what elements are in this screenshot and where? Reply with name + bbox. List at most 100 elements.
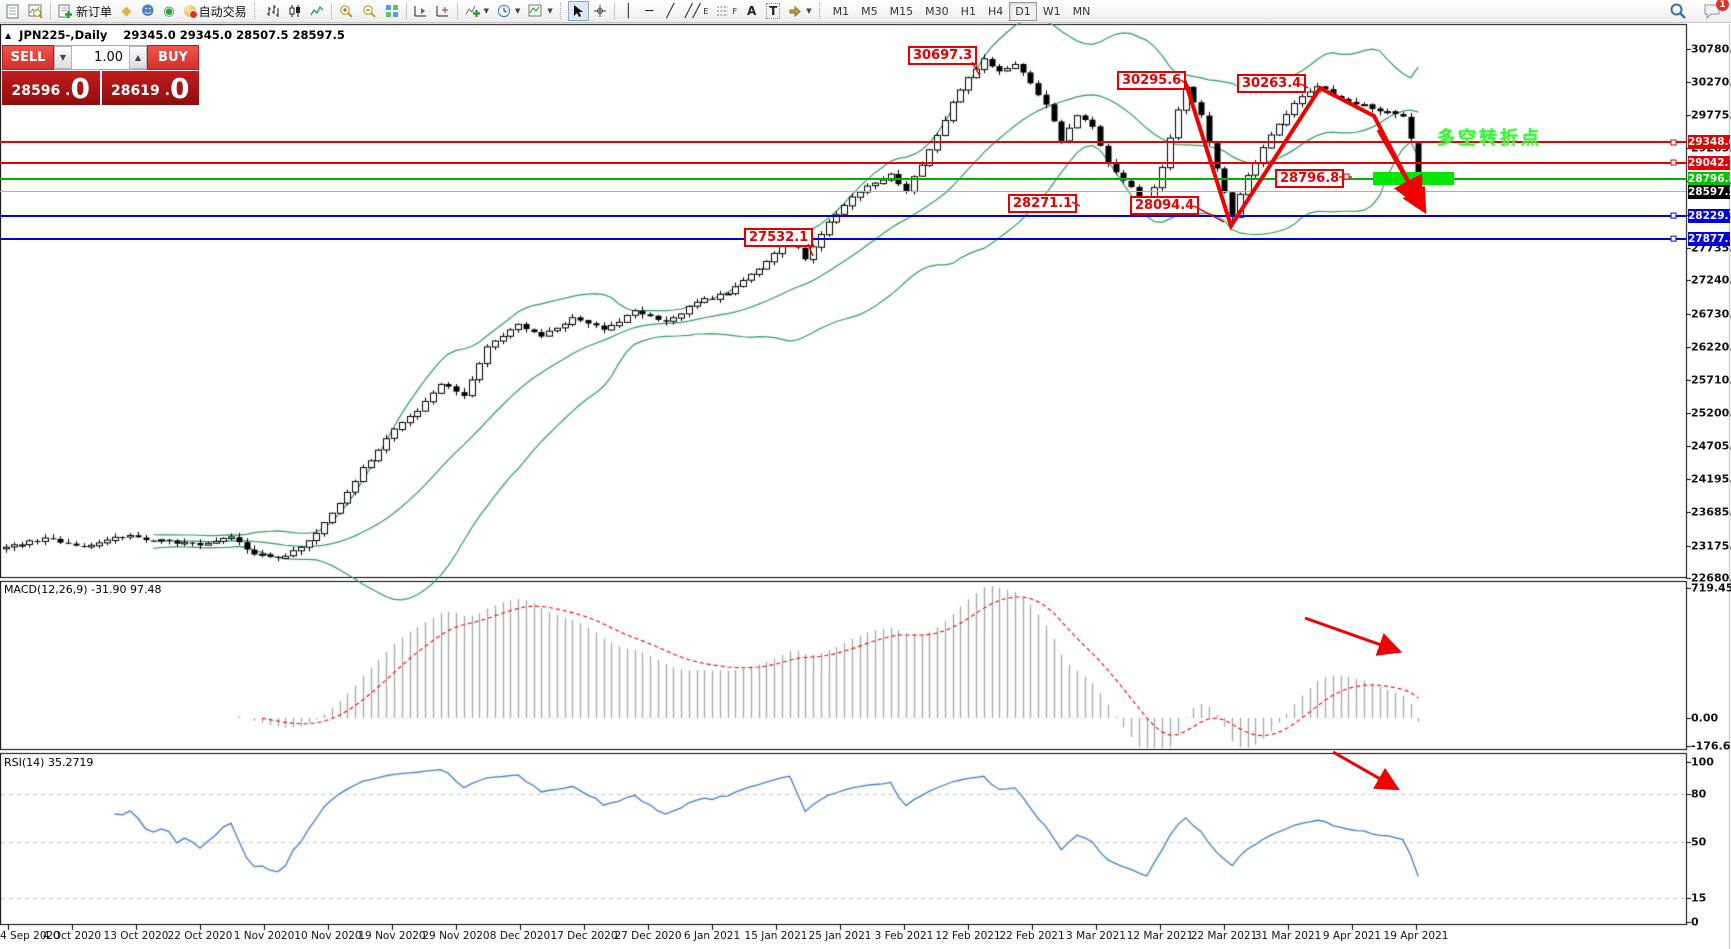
- crosshair-icon: [593, 5, 606, 17]
- toolbar-grip[interactable]: [253, 3, 259, 19]
- buy-price-display[interactable]: 28619 .0: [101, 71, 199, 105]
- document-icon: [6, 4, 19, 18]
- market-watch-button[interactable]: ◆: [116, 1, 137, 21]
- chart-preview-button[interactable]: [24, 1, 47, 21]
- new-order-label: 新订单: [76, 4, 113, 19]
- chevron-down-icon: ▼: [806, 7, 812, 15]
- chart-magnifier-icon: [28, 4, 43, 19]
- timeframe-w1-button[interactable]: W1: [1037, 2, 1067, 21]
- text-tool-letter: A: [746, 4, 757, 18]
- templates-button[interactable]: ▼: [524, 1, 556, 21]
- toolbar-grip[interactable]: [818, 3, 824, 19]
- line-chart-button[interactable]: [306, 1, 328, 21]
- chevron-down-icon: ▼: [547, 7, 553, 15]
- label-tool-button[interactable]: T: [762, 1, 784, 21]
- indicators-icon: [465, 5, 480, 17]
- person-icon: ☻: [141, 3, 155, 19]
- zoom-out-icon: [362, 4, 376, 18]
- horizontal-line-icon: ─: [645, 3, 654, 19]
- new-order-button[interactable]: 新订单: [54, 1, 116, 21]
- timeframe-m1-button[interactable]: M1: [827, 2, 856, 21]
- volume-increase-button[interactable]: ▲: [129, 46, 147, 69]
- new-order-icon: [58, 4, 72, 18]
- trendline-icon: ╱: [666, 3, 675, 19]
- channel-tool-button[interactable]: ╱╱ E: [681, 1, 713, 21]
- buy-price-big-digit: 0: [169, 72, 190, 105]
- volume-field: ▼ 1.00 ▲: [54, 45, 147, 70]
- fibonacci-icon: [717, 6, 729, 16]
- sell-price-big-digit: 0: [70, 72, 90, 105]
- notification-badge: 1: [1716, 0, 1729, 11]
- toolbar-separator: [613, 2, 615, 20]
- zoom-in-button[interactable]: [335, 1, 358, 21]
- sell-price: 28596 .: [11, 83, 71, 99]
- template-icon: [528, 4, 542, 17]
- line-chart-icon: [309, 5, 324, 16]
- text-tool-button[interactable]: A: [741, 1, 762, 21]
- channel-tool-letter: E: [703, 6, 709, 16]
- tile-windows-button[interactable]: [381, 1, 403, 21]
- auto-scroll-button[interactable]: [410, 1, 432, 21]
- collapse-triangle-icon: ▲: [5, 31, 12, 40]
- timeframe-mn-button[interactable]: MN: [1067, 2, 1097, 21]
- timeframe-group: M1 M5 M15 M30 H1 H4 D1 W1 MN: [827, 1, 1097, 21]
- toolbar-separator: [330, 2, 332, 20]
- candlestick-icon: [289, 5, 300, 17]
- label-tool-letter: T: [766, 3, 781, 19]
- arrows-icon: [789, 5, 802, 17]
- toolbar-separator: [405, 2, 407, 20]
- timeframe-m5-button[interactable]: M5: [855, 2, 884, 21]
- client-terminal-button[interactable]: ☻: [137, 1, 159, 21]
- timeframe-h4-button[interactable]: H4: [982, 2, 1009, 21]
- signal-button[interactable]: ◉: [159, 1, 180, 21]
- crosshair-tool-button[interactable]: [589, 1, 611, 21]
- toolbar-right-icons: 1: [1665, 0, 1729, 21]
- trendline-tool-button[interactable]: ╱: [660, 1, 681, 21]
- volume-input[interactable]: 1.00: [94, 50, 123, 65]
- buy-button[interactable]: BUY: [147, 45, 199, 70]
- chevron-down-icon: ▼: [483, 7, 489, 15]
- clock-icon: [497, 4, 511, 18]
- periods-button[interactable]: ▼: [493, 1, 524, 21]
- search-icon: [1670, 3, 1686, 19]
- fibo-tool-letter: F: [732, 6, 738, 16]
- signal-icon: ◉: [163, 3, 175, 19]
- auto-trading-icon: [183, 5, 198, 19]
- macd-indicator-label: MACD(12,26,9) -31.90 97.48: [4, 583, 162, 596]
- new-chart-button[interactable]: [2, 1, 24, 21]
- toolbar-grip[interactable]: [559, 3, 565, 19]
- sell-price-display[interactable]: 28596 .0: [2, 71, 100, 105]
- cursor-tool-button[interactable]: [567, 1, 589, 21]
- search-button[interactable]: [1665, 1, 1691, 21]
- gold-icon: ◆: [121, 3, 132, 19]
- indicators-button[interactable]: ▼: [461, 1, 493, 21]
- horizontal-line-tool-button[interactable]: ─: [639, 1, 660, 21]
- fibonacci-tool-button[interactable]: F: [712, 1, 741, 21]
- auto-trading-label: 自动交易: [198, 4, 247, 19]
- auto-trading-button[interactable]: 自动交易: [180, 1, 251, 21]
- volume-decrease-button[interactable]: ▼: [54, 46, 72, 69]
- timeframe-d1-button[interactable]: D1: [1009, 1, 1037, 21]
- cursor-icon: [574, 5, 584, 17]
- auto-scroll-icon: [414, 6, 426, 17]
- symbol-period-label: JPN225-,Daily: [19, 28, 108, 42]
- ohlc-values: 29345.0 29345.0 28507.5 28597.5: [123, 28, 345, 42]
- ohlc-bars-icon: [266, 5, 279, 17]
- chart-title[interactable]: ▲ JPN225-,Daily 29345.0 29345.0 28507.5 …: [5, 28, 345, 42]
- candlestick-chart-button[interactable]: [284, 1, 306, 21]
- toolbar-separator: [50, 2, 51, 20]
- bar-chart-button[interactable]: [262, 1, 284, 21]
- zoom-out-button[interactable]: [358, 1, 381, 21]
- timeframe-m15-button[interactable]: M15: [884, 2, 920, 21]
- arrows-tool-button[interactable]: ▼: [784, 1, 815, 21]
- notifications-button[interactable]: 1: [1699, 0, 1729, 21]
- timeframe-m30-button[interactable]: M30: [919, 2, 955, 21]
- sell-button[interactable]: SELL: [2, 45, 54, 70]
- vertical-line-tool-button[interactable]: │: [618, 1, 639, 21]
- chart-shift-button[interactable]: [432, 1, 454, 21]
- timeframe-h1-button[interactable]: H1: [955, 2, 982, 21]
- zoom-in-icon: [339, 4, 353, 18]
- channel-icon: ╱╱: [684, 3, 701, 19]
